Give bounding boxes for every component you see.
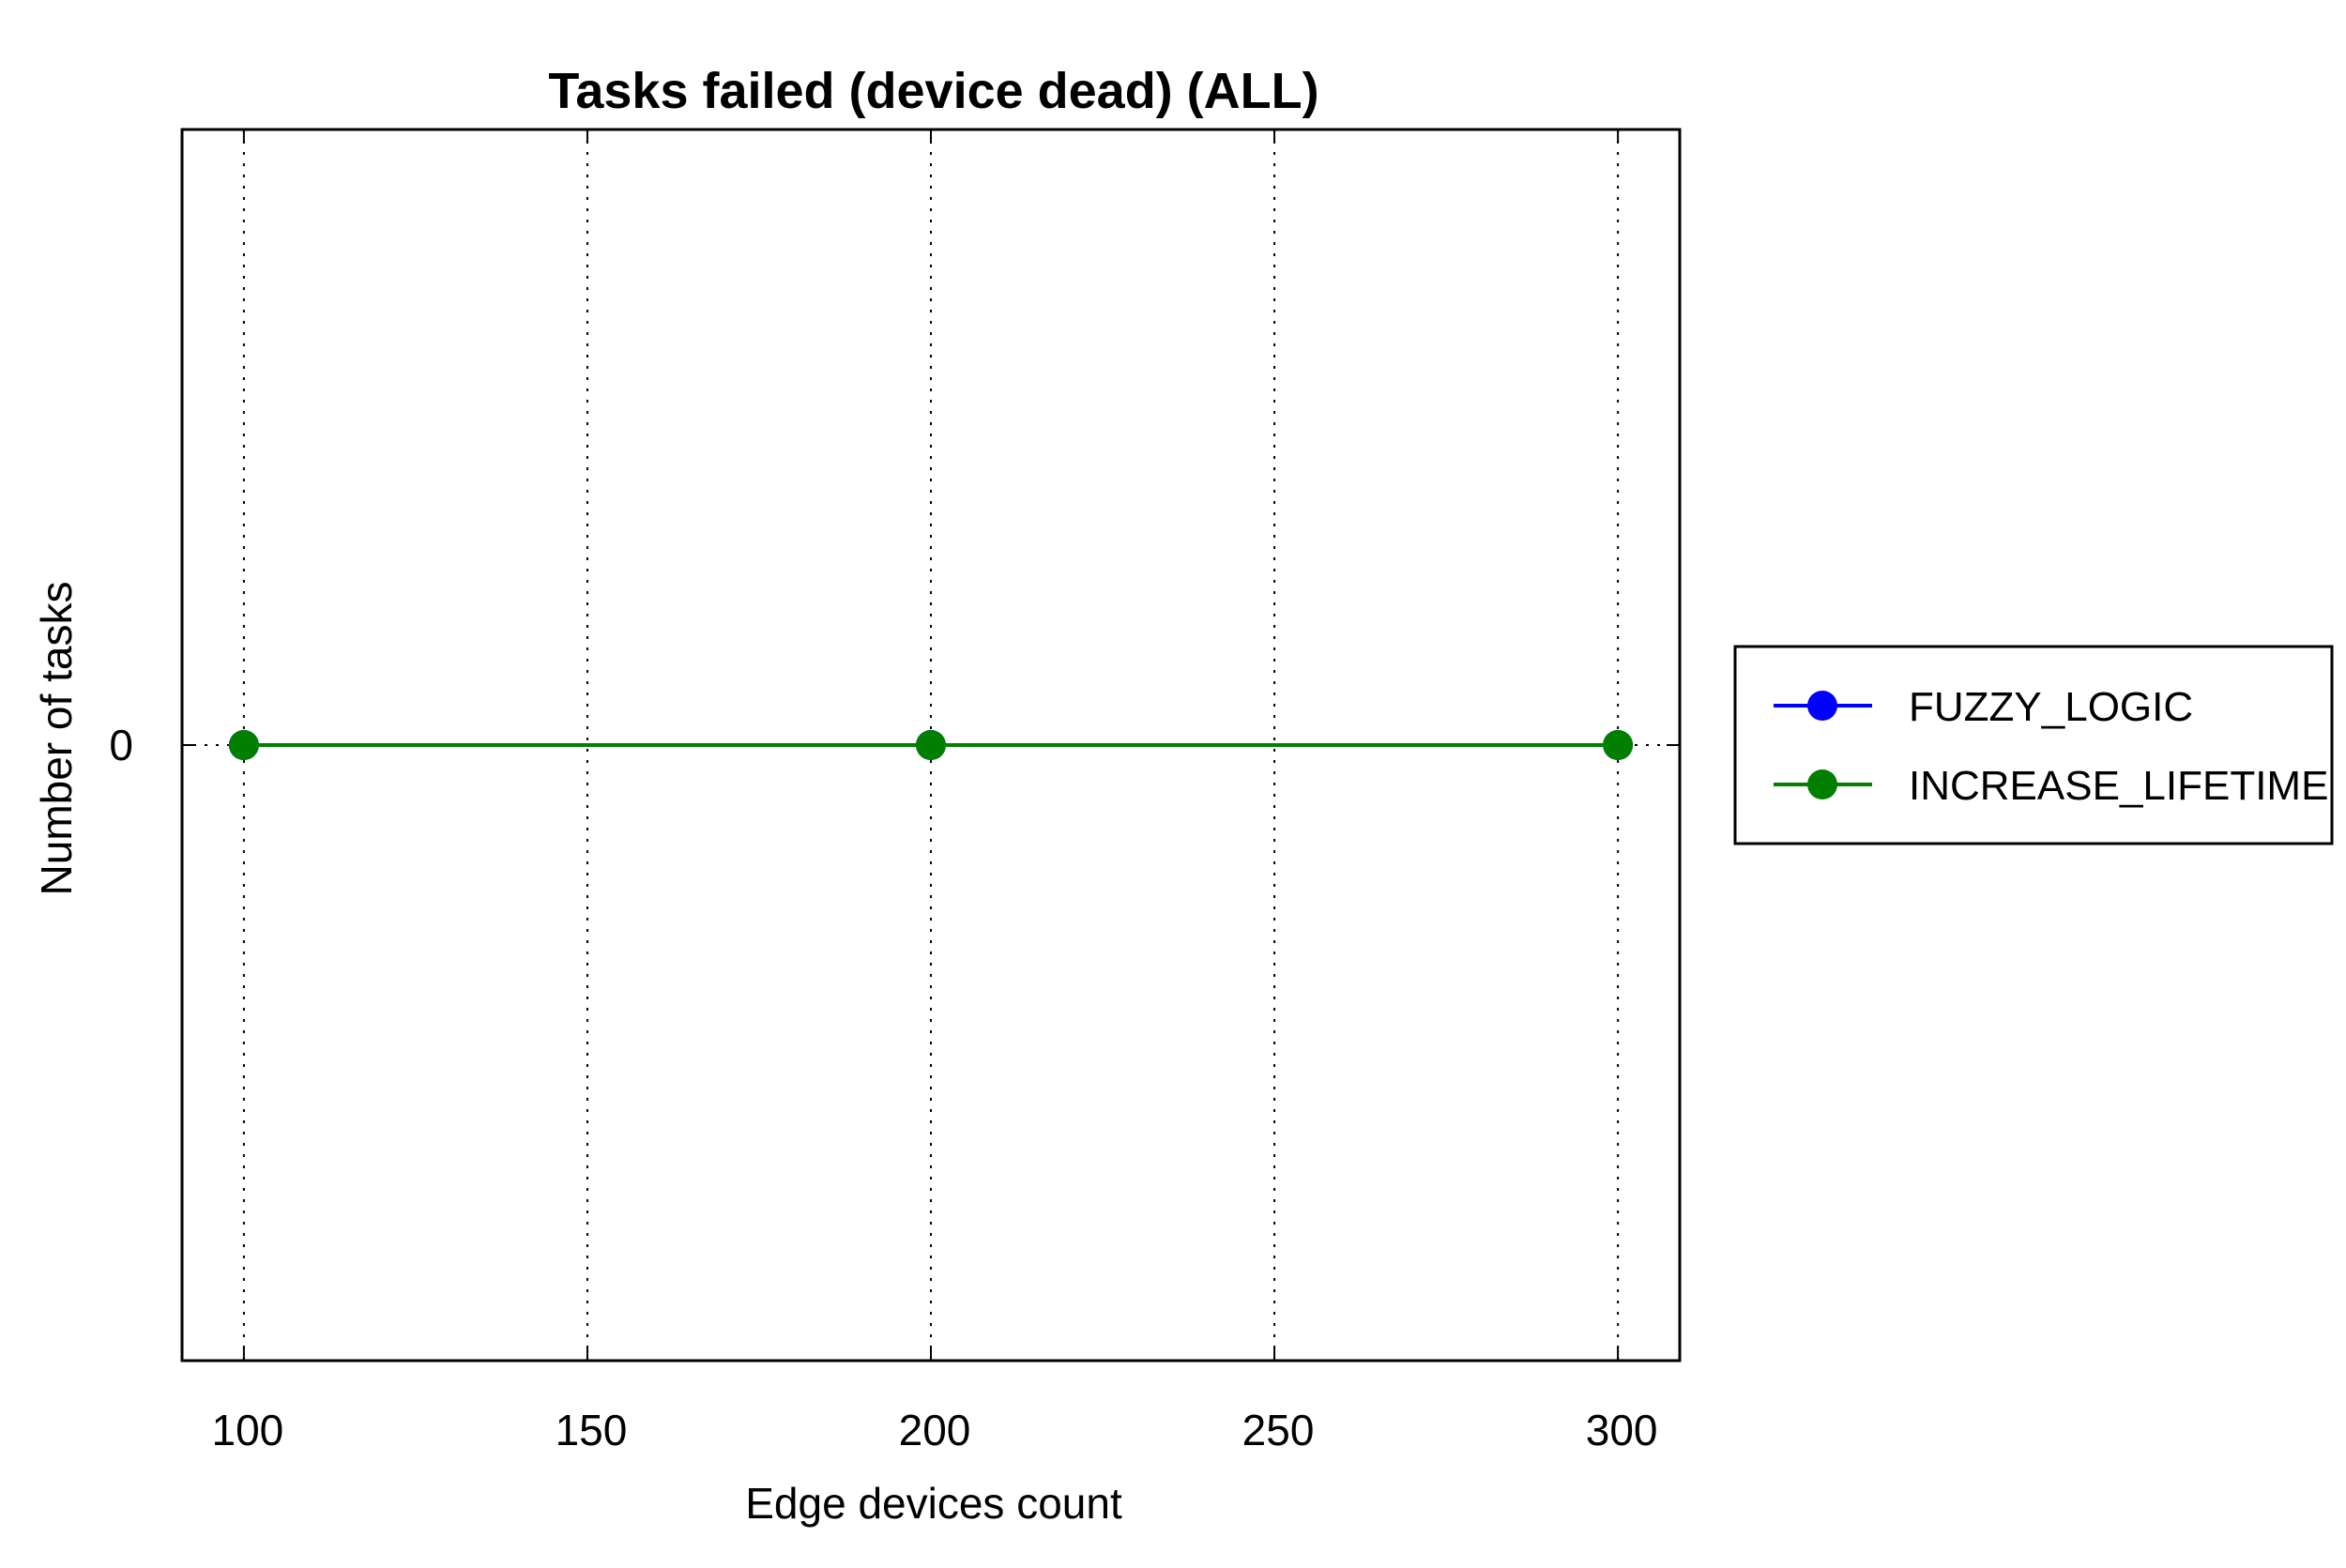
x-tick-label: 200	[899, 1406, 971, 1454]
legend-marker	[1807, 769, 1837, 799]
data-point	[1603, 730, 1634, 760]
axis-ticks: 100 150 200 250 300 0	[109, 129, 1680, 1454]
data-point	[228, 730, 259, 760]
y-axis-label: Number of tasks	[32, 582, 81, 896]
series-layer	[228, 730, 1634, 760]
chart-title: Tasks failed (device dead) (ALL)	[548, 63, 1318, 119]
legend-label: INCREASE_LIFETIME	[1909, 763, 2328, 809]
legend-box	[1733, 645, 2334, 845]
legend-marker	[1807, 691, 1837, 721]
legend: FUZZY_LOGIC INCREASE_LIFETIME	[1733, 645, 2334, 845]
y-tick-label: 0	[109, 721, 133, 769]
x-tick-label: 300	[1586, 1406, 1658, 1454]
x-axis-label: Edge devices count	[745, 1479, 1122, 1528]
legend-entries: FUZZY_LOGIC INCREASE_LIFETIME	[1774, 684, 2328, 809]
x-tick-label: 250	[1242, 1406, 1315, 1454]
x-tick-label: 150	[556, 1406, 628, 1454]
legend-label: FUZZY_LOGIC	[1909, 684, 2193, 730]
x-tick-label: 100	[212, 1406, 284, 1454]
data-point	[916, 730, 946, 760]
